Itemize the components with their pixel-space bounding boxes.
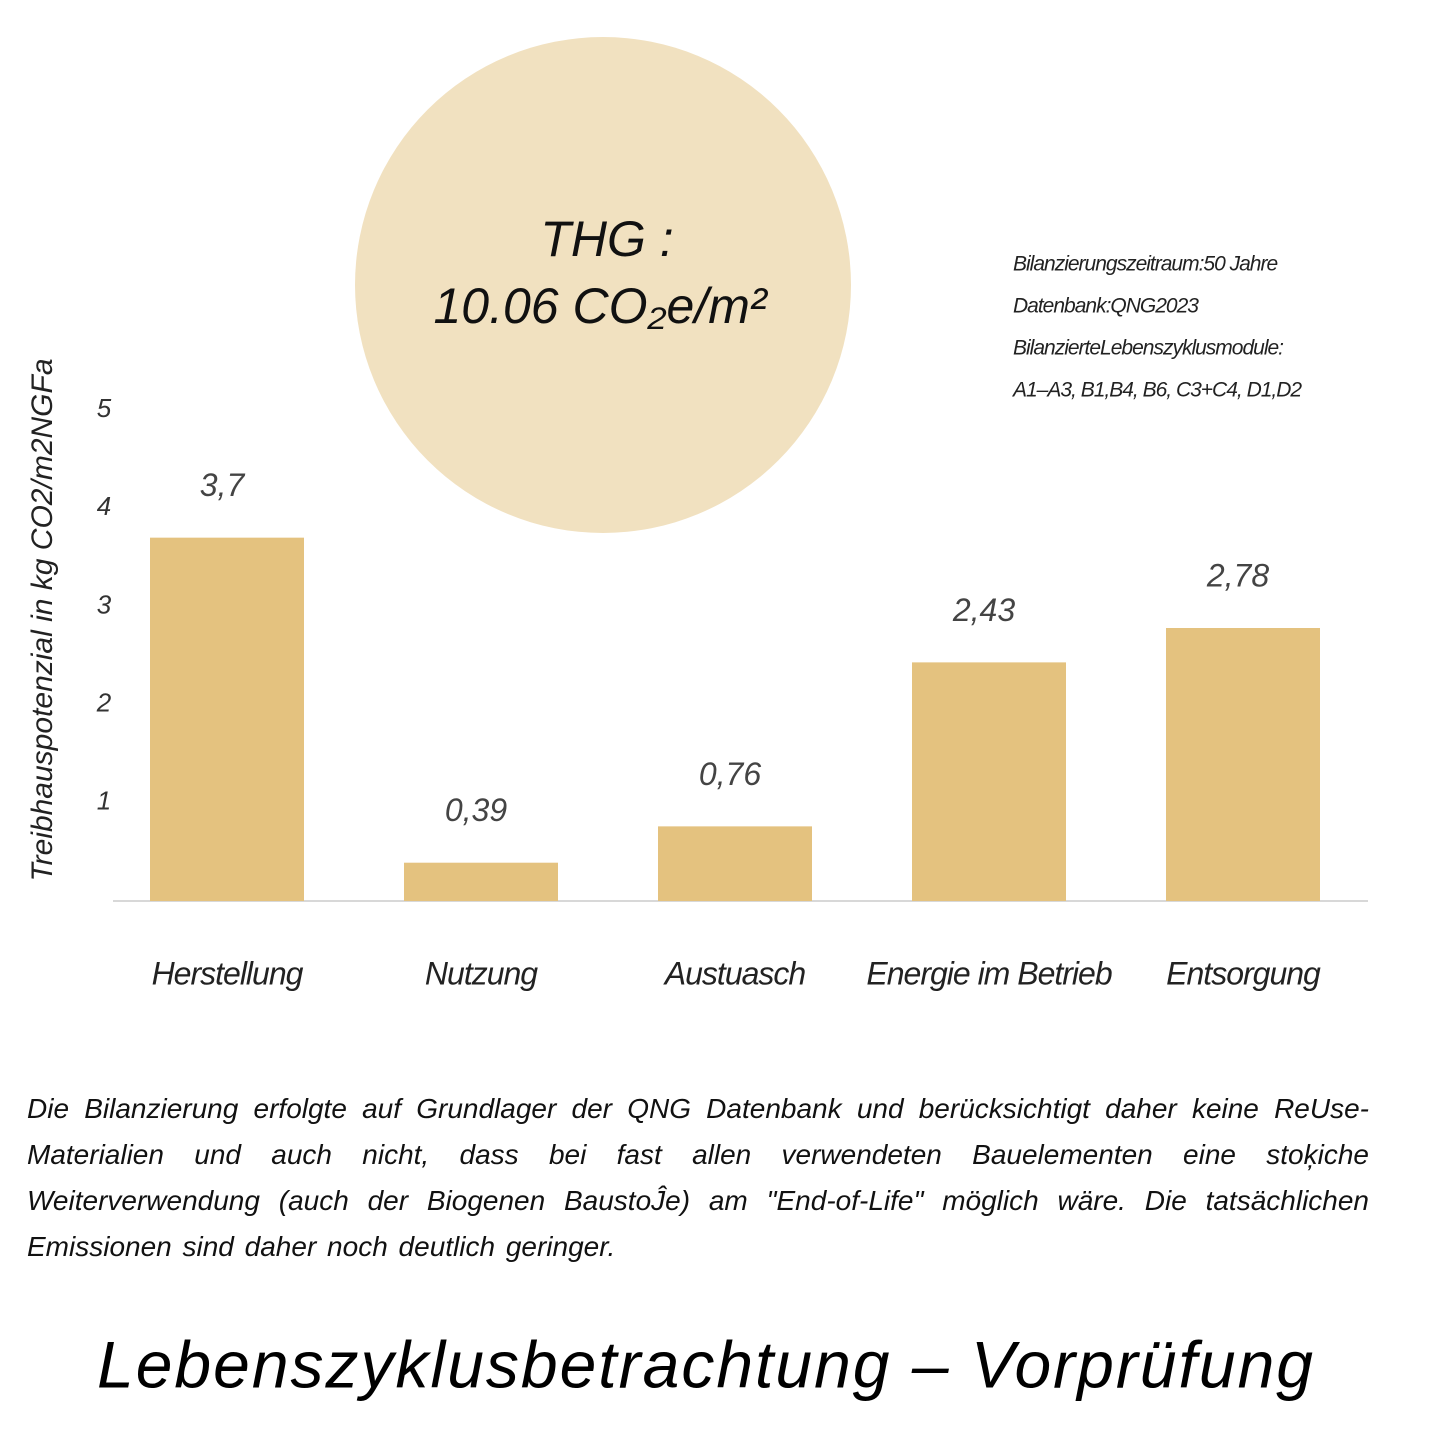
y-tick-label: 1 xyxy=(97,786,111,816)
x-tick-label: Entsorgung xyxy=(1166,955,1321,991)
x-tick-label: Nutzung xyxy=(425,955,538,991)
value-label: 0,76 xyxy=(699,756,761,792)
bar xyxy=(912,662,1066,901)
bar xyxy=(150,537,304,901)
x-tick-label: Austuasch xyxy=(663,955,806,991)
info-text: BilanzierteLebenszyklusmodule: xyxy=(1013,337,1283,360)
value-label: 0,39 xyxy=(445,792,507,828)
info-text: Datenbank:QNG2023 xyxy=(1013,295,1199,318)
value-label: 3,7 xyxy=(200,467,246,503)
highlight-text: THG : xyxy=(540,211,673,267)
bar xyxy=(404,862,558,901)
y-tick-label: 2 xyxy=(96,687,112,717)
value-label: 2,43 xyxy=(952,592,1015,628)
y-axis-label: Treibhauspotenzial in kg CO2/m2NGFa xyxy=(26,358,59,881)
info-text: Bilanzierungszeitraum:50 Jahre xyxy=(1013,253,1277,276)
y-tick-label: 5 xyxy=(97,393,112,423)
value-label: 2,78 xyxy=(1206,557,1269,593)
highlight-text: 10.06 CO₂e/m² xyxy=(433,278,768,334)
bar xyxy=(1166,628,1320,901)
x-tick-label: Herstellung xyxy=(152,955,304,991)
info-text: A1–A3, B1,B4, B6, C3+C4, D1,D2 xyxy=(1011,379,1302,402)
highlight-circle xyxy=(355,37,851,533)
description: Die Bilanzierung erfolgte auf Grundlager… xyxy=(27,1093,1369,1262)
x-tick-label: Energie im Betrieb xyxy=(866,955,1111,991)
bar xyxy=(658,826,812,901)
y-tick-label: 3 xyxy=(97,589,112,619)
chart-title: Lebenszyklusbetrachtung – Vorprüfung xyxy=(97,1327,1315,1401)
y-tick-label: 4 xyxy=(97,491,111,521)
